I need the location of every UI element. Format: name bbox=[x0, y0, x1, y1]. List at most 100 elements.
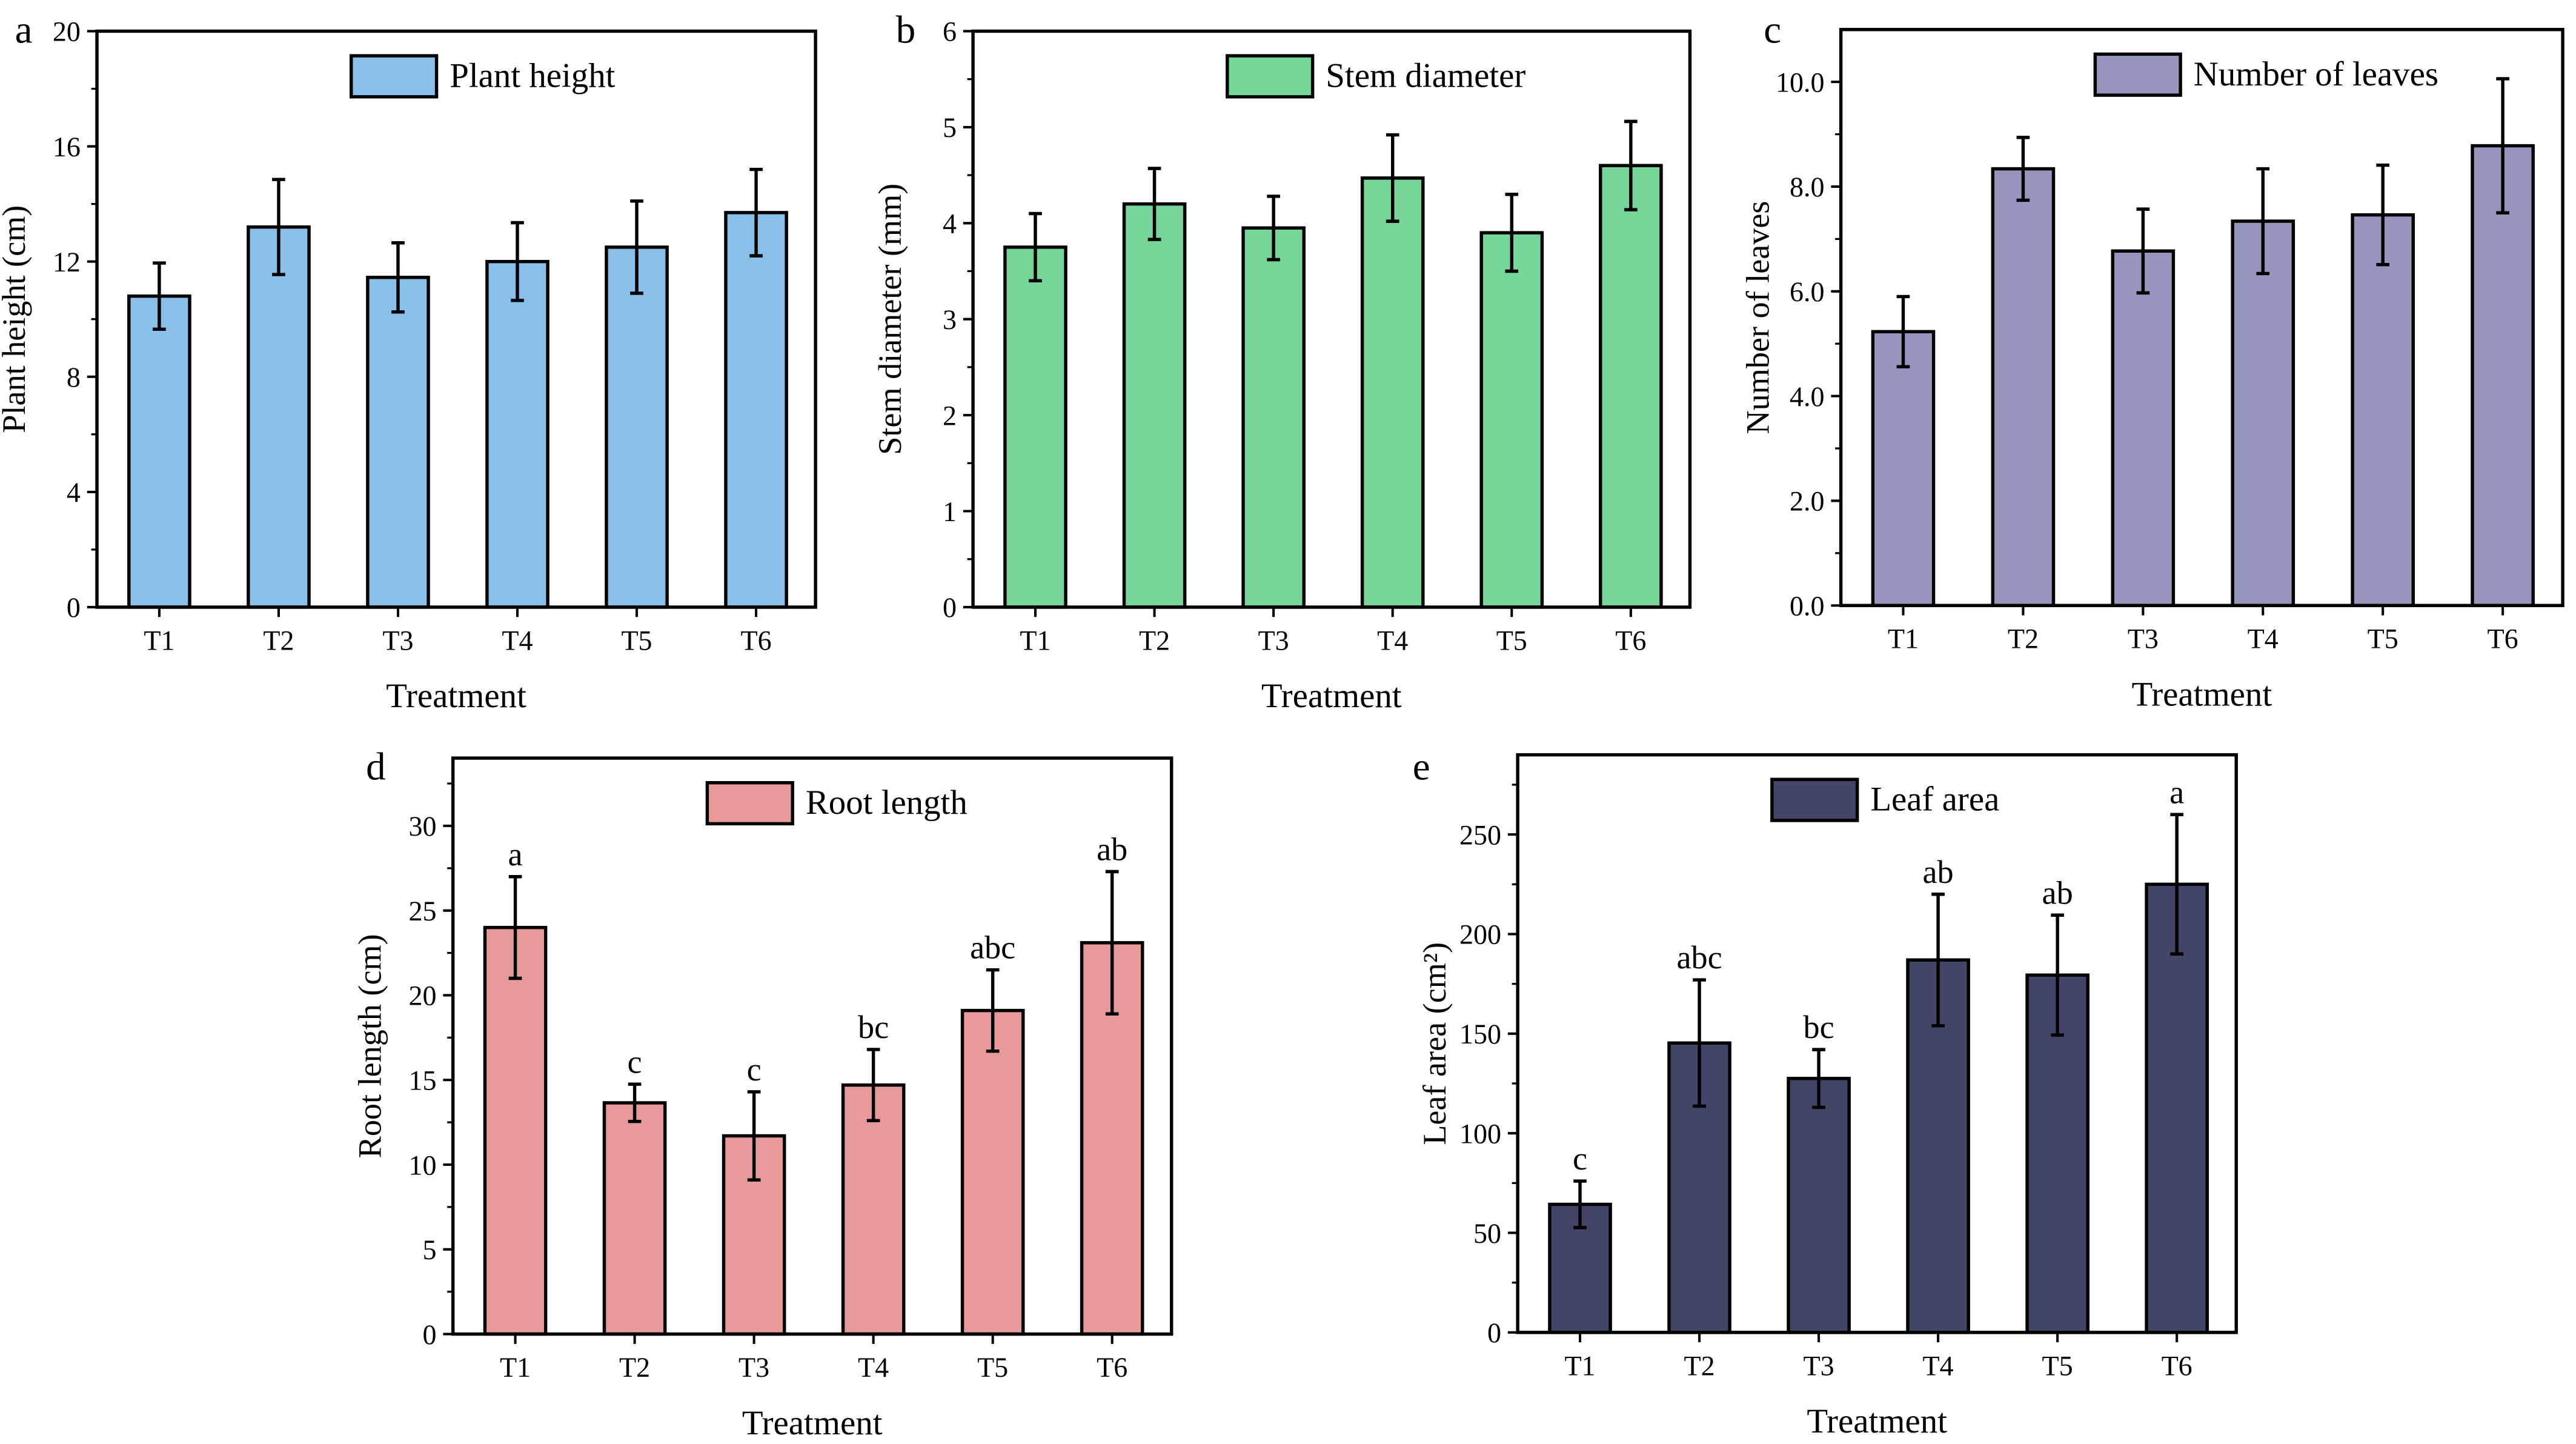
x-tick-label: T3 bbox=[1804, 1350, 1834, 1381]
legend-swatch bbox=[1226, 54, 1315, 99]
y-tick-label: 0 bbox=[67, 592, 81, 623]
bar-T3 bbox=[1241, 226, 1306, 609]
x-tick-label: T3 bbox=[1258, 625, 1289, 656]
panel-letter: a bbox=[15, 8, 33, 52]
bar-T6 bbox=[2145, 882, 2209, 1334]
y-tick-label: 250 bbox=[1459, 819, 1501, 850]
x-tick-label: T4 bbox=[858, 1352, 889, 1383]
x-tick-label: T6 bbox=[2162, 1350, 2193, 1381]
bar-T4 bbox=[1360, 176, 1425, 609]
bar-T1 bbox=[1003, 245, 1067, 609]
bar-T6 bbox=[1599, 164, 1663, 609]
x-tick-label: T2 bbox=[2008, 624, 2039, 654]
y-tick-label: 8 bbox=[67, 362, 81, 393]
chart-panel-d: d 0 5 10 15 20 25 30 a T1 c T2 c T3 bc T4 abc T5 ab T6 Root … bbox=[352, 745, 1173, 1442]
chart-panel-e: e 0 50 100 150 200 250 c T1 abc T2 bc T3 ab T4 ab T5 a T6 L… bbox=[1413, 745, 2238, 1440]
significance-letter: bc bbox=[1804, 1009, 1834, 1045]
x-tick-label: T2 bbox=[1139, 625, 1170, 656]
x-tick-label: T5 bbox=[2368, 624, 2398, 654]
legend-label: Root length bbox=[806, 784, 968, 822]
significance-letter: a bbox=[2169, 774, 2184, 810]
bar-T5 bbox=[605, 245, 669, 609]
y-tick-label: 16 bbox=[53, 131, 81, 162]
bar-T4 bbox=[2231, 219, 2295, 607]
plot-frame bbox=[1516, 753, 2238, 1334]
y-tick-label: 50 bbox=[1473, 1218, 1501, 1249]
bar-T4 bbox=[841, 1083, 906, 1336]
x-tick-label: T4 bbox=[1923, 1350, 1954, 1381]
legend-swatch bbox=[350, 54, 439, 99]
y-tick-label: 150 bbox=[1459, 1019, 1501, 1050]
x-tick-label: T4 bbox=[1377, 625, 1408, 656]
y-tick-label: 6 bbox=[943, 16, 957, 47]
y-axis-label: Leaf area (cm²) bbox=[1416, 942, 1453, 1145]
x-axis-label: Treatment bbox=[1261, 677, 1402, 715]
legend-swatch bbox=[2093, 52, 2182, 97]
bar-T1 bbox=[127, 294, 191, 609]
bar-T6 bbox=[2471, 144, 2535, 607]
x-tick-label: T1 bbox=[500, 1352, 531, 1383]
panel-letter: d bbox=[366, 745, 386, 788]
bar-T6 bbox=[724, 211, 788, 609]
significance-letter: bc bbox=[858, 1009, 889, 1045]
x-tick-label: T1 bbox=[1564, 1350, 1595, 1381]
y-tick-label: 1 bbox=[943, 496, 957, 527]
y-axis-label: Number of leaves bbox=[1739, 201, 1776, 434]
x-tick-label: T3 bbox=[739, 1352, 769, 1383]
x-axis-label: Treatment bbox=[742, 1404, 883, 1442]
y-tick-label: 2.0 bbox=[1790, 486, 1825, 517]
x-tick-label: T3 bbox=[2128, 624, 2159, 654]
chart-panel-c: c 0.0 2.0 4.0 6.0 8.0 10.0 T1 T2 T3 T4 T5 T6 Number o… bbox=[1739, 8, 2564, 713]
y-tick-label: 5 bbox=[943, 112, 957, 143]
y-tick-label: 0 bbox=[943, 592, 957, 623]
significance-letter: a bbox=[508, 836, 523, 873]
y-axis-label: Stem diameter (mm) bbox=[872, 184, 908, 455]
significance-letter: ab bbox=[1097, 831, 1127, 867]
bar-T3 bbox=[366, 276, 430, 609]
significance-letter: c bbox=[747, 1051, 762, 1088]
x-tick-label: T2 bbox=[619, 1352, 650, 1383]
chart-panel-b: b 0 1 2 3 4 5 6 T1 T2 T3 T4 T5 T6 Stem diameter Treatme… bbox=[872, 8, 1692, 715]
bar-T1 bbox=[483, 925, 548, 1336]
x-axis-label: Treatment bbox=[2132, 675, 2272, 713]
y-tick-label: 15 bbox=[409, 1065, 437, 1096]
bar-T1 bbox=[1871, 330, 1936, 607]
bar-T3 bbox=[2111, 249, 2176, 607]
x-axis-label: Treatment bbox=[386, 677, 526, 715]
y-tick-label: 5 bbox=[423, 1234, 437, 1265]
panel-letter: e bbox=[1413, 745, 1430, 788]
plot-frame bbox=[95, 29, 817, 609]
y-tick-label: 10 bbox=[409, 1150, 437, 1180]
x-tick-label: T5 bbox=[621, 625, 652, 656]
x-tick-label: T6 bbox=[740, 625, 771, 656]
bar-T5 bbox=[960, 1008, 1025, 1336]
significance-letter: ab bbox=[2042, 874, 2073, 911]
y-tick-label: 4 bbox=[943, 208, 957, 239]
significance-letter: c bbox=[628, 1043, 642, 1080]
bar-T2 bbox=[247, 225, 311, 609]
x-tick-label: T1 bbox=[144, 625, 174, 656]
legend-swatch bbox=[705, 780, 794, 826]
chart-panel-a: a 0 4 8 12 16 20 T1 T2 T3 T4 T5 T6 Plant height Treatm… bbox=[0, 8, 817, 715]
x-axis-label: Treatment bbox=[1807, 1402, 1947, 1440]
x-tick-label: T4 bbox=[2248, 624, 2279, 654]
significance-letter: c bbox=[1573, 1140, 1587, 1177]
x-tick-label: T5 bbox=[1496, 625, 1527, 656]
y-tick-label: 12 bbox=[53, 247, 81, 278]
y-axis-label: Plant height (cm) bbox=[0, 205, 32, 433]
legend-label: Leaf area bbox=[1870, 780, 1999, 819]
x-tick-label: T2 bbox=[263, 625, 294, 656]
y-tick-label: 4 bbox=[67, 477, 81, 508]
y-tick-label: 0 bbox=[1487, 1317, 1501, 1348]
x-tick-label: T1 bbox=[1020, 625, 1051, 656]
plot-frame bbox=[971, 29, 1692, 609]
panel-letter: c bbox=[1764, 8, 1781, 52]
x-tick-label: T6 bbox=[1097, 1352, 1127, 1383]
y-tick-label: 2 bbox=[943, 400, 957, 431]
y-tick-label: 100 bbox=[1459, 1118, 1501, 1149]
x-tick-label: T2 bbox=[1684, 1350, 1715, 1381]
y-tick-label: 20 bbox=[409, 980, 437, 1011]
significance-letter: abc bbox=[970, 930, 1015, 966]
x-tick-label: T5 bbox=[2042, 1350, 2073, 1381]
